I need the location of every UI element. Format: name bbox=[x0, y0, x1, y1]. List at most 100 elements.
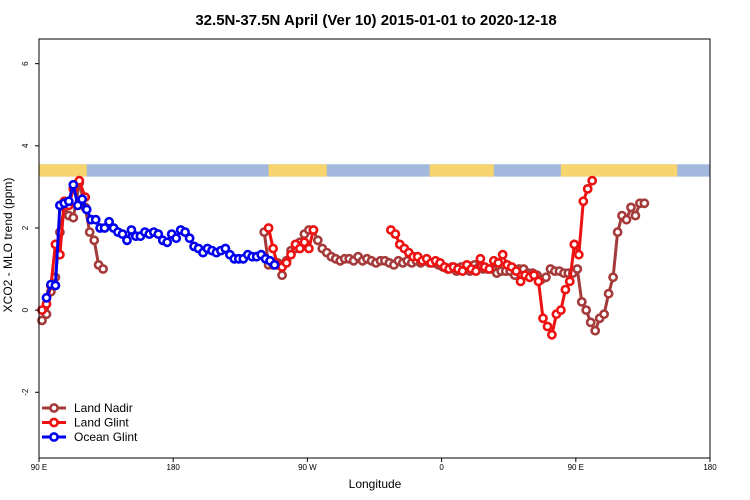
land-strip-segment bbox=[39, 164, 87, 177]
data-point bbox=[180, 227, 190, 237]
y-tick-label: 0 bbox=[21, 307, 30, 312]
data-point bbox=[556, 305, 566, 315]
x-tick-label: 90 E bbox=[568, 463, 584, 472]
x-tick-label: 180 bbox=[703, 463, 717, 472]
data-point bbox=[612, 227, 623, 237]
land-strip-segment bbox=[560, 164, 678, 177]
data-point bbox=[511, 266, 522, 276]
data-point bbox=[77, 194, 88, 205]
data-point bbox=[603, 288, 614, 299]
data-point bbox=[470, 266, 481, 276]
plot-frame bbox=[38, 38, 711, 459]
data-point bbox=[581, 305, 592, 315]
data-point bbox=[303, 243, 314, 254]
data-point bbox=[576, 296, 587, 307]
data-point bbox=[117, 229, 128, 239]
land-ocean-strip bbox=[39, 164, 710, 177]
data-point bbox=[184, 233, 195, 244]
x-tick-label: 90 E bbox=[31, 463, 47, 472]
x-tick-label: 90 W bbox=[298, 463, 317, 472]
data-point bbox=[162, 237, 173, 248]
data-point bbox=[621, 214, 632, 225]
data-point bbox=[608, 272, 618, 283]
x-axis-label: Longitude bbox=[349, 477, 402, 491]
data-point bbox=[497, 249, 508, 260]
data-point bbox=[68, 212, 79, 223]
data-point bbox=[457, 266, 468, 276]
legend-label: Ocean Glint bbox=[74, 430, 138, 444]
data-point bbox=[572, 264, 583, 274]
data-point bbox=[68, 179, 79, 190]
data-point bbox=[630, 210, 641, 221]
data-point bbox=[277, 270, 287, 281]
data-point bbox=[299, 237, 310, 248]
data-point bbox=[590, 325, 601, 336]
data-point bbox=[72, 200, 83, 211]
data-point bbox=[50, 280, 61, 291]
data-point bbox=[542, 321, 553, 332]
data-point bbox=[41, 292, 52, 303]
y-tick-label: -2 bbox=[21, 388, 30, 396]
data-point bbox=[484, 264, 495, 274]
data-point bbox=[475, 253, 486, 264]
y-axis: -2 0 2 4 6 bbox=[21, 61, 39, 396]
series-ocean-glint bbox=[41, 179, 280, 303]
data-point bbox=[90, 214, 101, 225]
data-point bbox=[639, 198, 650, 209]
data-point bbox=[308, 225, 319, 235]
data-point bbox=[569, 239, 580, 250]
legend-label: Land Glint bbox=[74, 416, 129, 430]
data-point bbox=[122, 235, 132, 246]
land-strip-segment bbox=[429, 164, 494, 177]
data-point bbox=[126, 225, 137, 235]
legend-item: Ocean Glint bbox=[42, 430, 138, 444]
data-point bbox=[493, 257, 504, 268]
data-point bbox=[390, 229, 401, 239]
data-point bbox=[564, 276, 575, 287]
data-point bbox=[585, 317, 596, 328]
data-point bbox=[529, 270, 539, 281]
data-point bbox=[63, 196, 74, 207]
data-point bbox=[84, 227, 95, 237]
data-point bbox=[541, 272, 551, 283]
legend-item: Land Glint bbox=[42, 416, 129, 430]
land-strip-segment bbox=[268, 164, 327, 177]
y-tick-label: 4 bbox=[21, 143, 30, 148]
ocean-strip bbox=[39, 164, 710, 177]
data-point bbox=[104, 216, 114, 227]
data-point bbox=[312, 235, 323, 246]
legend-swatch-marker bbox=[49, 432, 59, 442]
data-point bbox=[89, 235, 100, 246]
x-tick-label: 0 bbox=[439, 463, 444, 472]
y-axis-label: XCO2 - MLO trend (ppm) bbox=[1, 178, 15, 313]
data-point bbox=[547, 329, 557, 340]
legend-label: Land Nadir bbox=[74, 401, 133, 415]
data-point bbox=[98, 264, 108, 274]
data-point bbox=[220, 243, 231, 254]
data-point bbox=[578, 196, 589, 207]
data-point bbox=[81, 204, 92, 215]
y-tick-label: 2 bbox=[21, 225, 30, 230]
data-point bbox=[533, 276, 544, 287]
data-point bbox=[286, 249, 296, 260]
data-point bbox=[515, 276, 526, 287]
x-tick-label: 180 bbox=[167, 463, 181, 472]
data-point bbox=[599, 309, 609, 320]
data-point bbox=[263, 223, 274, 233]
x-axis: 90 E 180 90 W 0 90 E 180 bbox=[31, 458, 717, 472]
series-layer bbox=[37, 175, 650, 340]
data-point bbox=[587, 175, 598, 186]
legend-item: Land Nadir bbox=[42, 401, 133, 415]
chart-title: 32.5N-37.5N April (Ver 10) 2015-01-01 to… bbox=[195, 12, 556, 29]
data-point bbox=[268, 243, 278, 254]
legend-swatch-marker bbox=[49, 417, 59, 428]
data-point bbox=[626, 202, 636, 213]
data-point bbox=[294, 243, 305, 254]
legend-swatch-marker bbox=[49, 403, 59, 413]
data-point bbox=[269, 259, 280, 270]
series-land-glint bbox=[37, 175, 598, 340]
y-tick-label: 6 bbox=[21, 61, 30, 66]
